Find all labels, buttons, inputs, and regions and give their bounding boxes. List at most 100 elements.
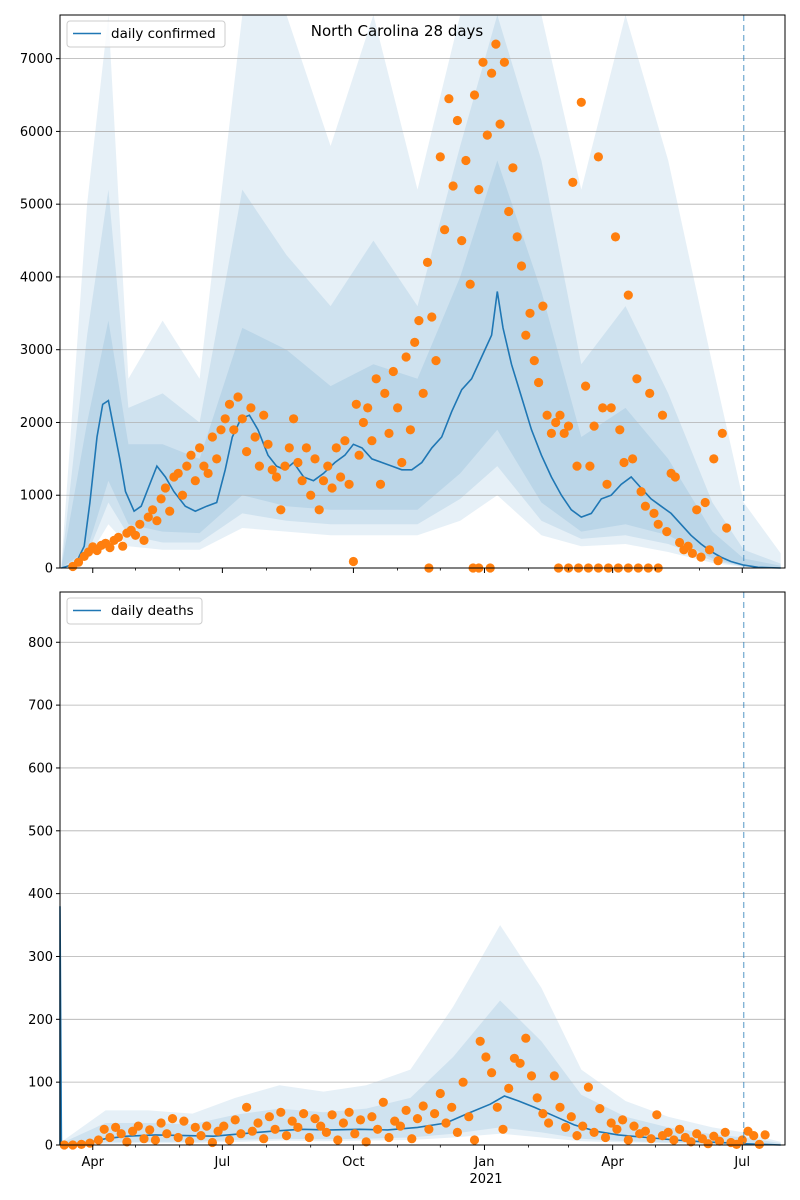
deaths-x-axis: Apr Jul Oct Jan Apr Jul [82, 1145, 750, 1170]
data-point [538, 1109, 548, 1119]
confirmed-scatter-points [68, 39, 732, 573]
data-point [474, 185, 484, 195]
data-point [139, 535, 149, 546]
data-point [675, 1124, 685, 1134]
data-point [237, 414, 247, 424]
legend-box [66, 597, 203, 625]
confirmed-legend: daily confirmed [66, 20, 226, 48]
data-point [293, 457, 303, 468]
data-point [354, 450, 364, 460]
data-point [316, 1121, 326, 1131]
data-point [465, 279, 475, 289]
data-point [760, 1130, 770, 1140]
data-point [173, 468, 183, 478]
chart-title: North Carolina 28 days [311, 22, 484, 40]
data-point [452, 1127, 462, 1137]
data-point [145, 1125, 155, 1135]
data-point [177, 490, 188, 500]
data-point [242, 447, 252, 457]
data-point [492, 1102, 502, 1112]
data-point [561, 1122, 571, 1132]
data-point [375, 479, 386, 489]
y-tick-label: 700 [28, 699, 53, 714]
deaths-gridlines [60, 641, 785, 1083]
data-point [105, 1132, 115, 1143]
data-point [73, 557, 84, 567]
data-point [585, 461, 595, 471]
data-point [378, 1097, 388, 1107]
y-tick-label: 5000 [20, 198, 53, 213]
data-point [515, 1058, 525, 1068]
y-tick-label: 2000 [20, 416, 53, 431]
data-point [373, 1124, 383, 1134]
data-point [646, 1134, 656, 1144]
data-point [195, 443, 205, 453]
data-point [207, 1137, 217, 1148]
data-point [610, 232, 621, 242]
data-point [212, 454, 222, 464]
data-point [629, 1121, 639, 1131]
data-point [598, 403, 608, 413]
data-point [143, 512, 153, 522]
data-point [669, 1135, 679, 1145]
data-point [714, 1136, 725, 1146]
x-tick-label: Apr [82, 1155, 105, 1170]
data-point [314, 505, 324, 515]
data-point [618, 1115, 628, 1125]
data-point [478, 57, 488, 67]
y-tick-label: 7000 [20, 52, 53, 67]
data-point [301, 443, 311, 453]
legend-label-confirmed: daily confirmed [111, 26, 216, 42]
data-point [186, 450, 196, 460]
data-point [692, 505, 702, 515]
data-point [371, 374, 381, 384]
daily-confirmed-panel: 0 1000 2000 3000 4000 5000 6000 7000 North Caro… [20, 14, 786, 577]
data-point [167, 1114, 178, 1124]
data-point [321, 1127, 331, 1137]
data-point [555, 410, 565, 420]
data-point [687, 548, 698, 559]
data-point [135, 519, 145, 529]
data-point [116, 1129, 126, 1139]
data-point [529, 356, 539, 366]
data-point [713, 556, 723, 566]
data-point [435, 1088, 445, 1099]
data-point [521, 1033, 531, 1043]
data-point [563, 421, 574, 431]
data-point [487, 1068, 497, 1078]
data-point [401, 1105, 411, 1115]
y-tick-label: 0 [45, 1139, 53, 1154]
data-point [566, 1112, 576, 1122]
data-point [602, 479, 612, 489]
data-point [148, 505, 158, 515]
data-point [199, 461, 209, 471]
data-point [549, 1071, 559, 1081]
data-point [720, 1127, 730, 1137]
uncertainty-band-3 [61, 160, 781, 568]
data-point [350, 1129, 360, 1139]
data-point [542, 410, 552, 420]
data-point [559, 428, 569, 438]
data-point [259, 1134, 269, 1144]
data-point [280, 461, 290, 471]
x-tick-label: Apr [601, 1155, 624, 1170]
data-point [93, 1135, 104, 1145]
y-tick-label: 800 [28, 636, 53, 651]
y-tick-label: 6000 [20, 125, 53, 140]
data-point [318, 476, 329, 486]
data-point [670, 472, 680, 482]
y-tick-label: 3000 [20, 343, 53, 358]
legend-box [66, 20, 226, 48]
data-point [401, 352, 411, 362]
data-point [247, 1126, 257, 1136]
axes-frame [59, 14, 786, 569]
data-point [606, 403, 616, 413]
data-point [526, 1071, 537, 1081]
data-point [139, 1134, 149, 1144]
y-tick-label: 600 [28, 761, 53, 776]
data-point [344, 479, 354, 489]
data-point [640, 1126, 651, 1136]
data-point [236, 1129, 246, 1139]
data-point [293, 1122, 303, 1132]
data-point [491, 39, 501, 49]
